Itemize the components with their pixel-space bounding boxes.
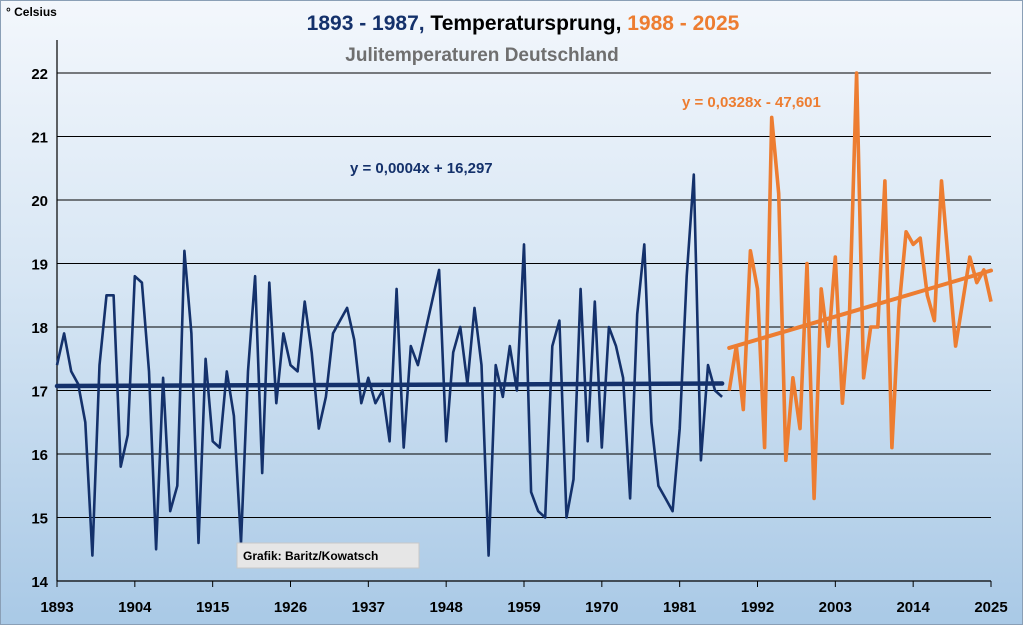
x-tick-label: 1992 xyxy=(741,599,774,616)
credit-box: Grafik: Baritz/Kowatsch xyxy=(236,542,420,569)
x-tick-label: 2025 xyxy=(974,599,1007,616)
x-tick-label: 1937 xyxy=(352,599,385,616)
y-tick-label: 22 xyxy=(31,66,48,83)
x-tick-label: 1981 xyxy=(663,599,696,616)
series-2-trendline xyxy=(727,268,993,350)
axes xyxy=(56,40,992,587)
series-layer xyxy=(54,71,993,557)
series-1-line xyxy=(55,173,723,557)
trend-equation-2: y = 0,0328x - 47,601 xyxy=(682,94,821,111)
title-period-1: 1893 - 1987, xyxy=(307,12,425,35)
title-period-2: 1988 - 2025 xyxy=(627,12,739,35)
y-tick-label: 21 xyxy=(31,130,48,147)
title-middle: Temperatursprung, xyxy=(425,12,628,35)
y-tick-label: 19 xyxy=(31,257,48,274)
trend-equation-1: y = 0,0004x + 16,297 xyxy=(350,160,493,177)
y-tick-label: 20 xyxy=(31,193,48,210)
x-tick-label: 1904 xyxy=(118,599,152,616)
x-tick-label: 1959 xyxy=(507,599,540,616)
series-2-line xyxy=(727,71,993,501)
x-tick-label: 1926 xyxy=(274,599,307,616)
y-tick-label: 18 xyxy=(31,320,48,337)
y-tick-label: 14 xyxy=(31,574,48,591)
series-1-trendline xyxy=(54,381,725,389)
y-tick-label: 15 xyxy=(31,511,48,528)
x-tick-label: 1970 xyxy=(585,599,618,616)
x-tick-label: 1893 xyxy=(40,599,73,616)
tick-labels: 14 15 16 17 18 19 20 21 22 1893 1904 1915 1926 1937 19… xyxy=(31,66,1007,616)
credit-text: Grafik: Baritz/Kowatsch xyxy=(243,549,378,563)
x-tick-label: 1948 xyxy=(429,599,462,616)
x-tick-label: 2014 xyxy=(896,599,930,616)
chart-subtitle: Julitemperaturen Deutschland xyxy=(345,45,618,66)
x-tick-label: 1915 xyxy=(196,599,229,616)
y-tick-label: 16 xyxy=(31,447,48,464)
y-tick-label: 17 xyxy=(31,384,48,401)
y-axis-unit-label: ° Celsius xyxy=(6,5,57,19)
x-tick-label: 2003 xyxy=(819,599,852,616)
chart-title: 1893 - 1987, Temperatursprung, 1988 - 20… xyxy=(307,12,740,35)
